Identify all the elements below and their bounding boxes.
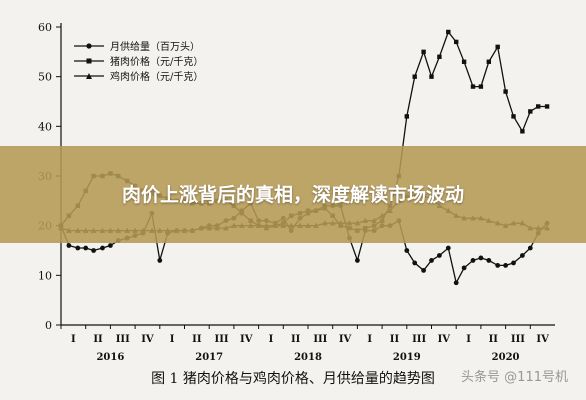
data-point-square	[520, 129, 525, 134]
data-point-circle	[453, 280, 459, 286]
title-banner: 肉价上涨背后的真相，深度解读市场波动	[0, 146, 586, 243]
legend-label-pork: 猪肉价格（元/千克）	[110, 57, 204, 68]
year-label: 2017	[195, 352, 223, 363]
x-tick-label: II	[390, 334, 400, 345]
legend-item-chicken: 鸡肉价格（元/千克）	[74, 68, 203, 83]
y-tick-label: 50	[38, 71, 52, 84]
legend-item-supply: 月供给量（百万头）	[74, 38, 203, 53]
data-point-circle	[511, 260, 516, 266]
x-tick-label: I	[466, 334, 471, 345]
data-point-circle	[429, 258, 434, 263]
legend-circle-marker-icon	[74, 42, 104, 49]
x-tick-label: II	[93, 334, 103, 345]
data-point-square	[470, 84, 476, 89]
data-point-square	[454, 39, 459, 45]
data-point-circle	[108, 243, 113, 248]
y-tick-label: 10	[38, 269, 52, 282]
y-tick-label: 60	[38, 21, 52, 34]
data-point-circle	[404, 248, 410, 253]
data-point-circle	[527, 245, 533, 251]
x-tick-label: IV	[438, 334, 451, 345]
data-point-square	[429, 74, 434, 79]
data-point-circle	[83, 245, 89, 251]
data-point-square	[437, 54, 442, 59]
data-point-square	[511, 114, 516, 119]
x-tick-label: II	[489, 334, 499, 345]
data-point-circle	[355, 258, 360, 263]
x-tick-label: I	[170, 334, 175, 345]
x-tick-label: III	[313, 334, 327, 345]
x-tick-label: III	[412, 334, 426, 345]
data-point-circle	[486, 258, 492, 263]
legend-label-chicken: 鸡肉价格（元/千克）	[110, 72, 204, 83]
data-point-square	[478, 84, 484, 89]
data-point-square	[503, 89, 508, 94]
data-point-circle	[75, 245, 81, 251]
legend: 月供给量（百万头） 猪肉价格（元/千克） 鸡肉价格（元/千克）	[74, 38, 203, 83]
x-tick-label: III	[116, 334, 130, 345]
data-point-square	[412, 74, 417, 79]
data-point-square	[486, 59, 492, 64]
data-point-square	[446, 29, 451, 35]
legend-label-supply: 月供给量（百万头）	[110, 42, 200, 53]
data-point-circle	[461, 265, 467, 271]
data-point-circle	[495, 263, 501, 268]
data-point-circle	[503, 263, 508, 268]
year-label: 2016	[96, 352, 124, 363]
data-point-square	[495, 44, 500, 50]
legend-item-pork: 猪肉价格（元/千克）	[74, 53, 203, 68]
data-point-circle	[470, 258, 476, 263]
legend-triangle-marker-icon	[74, 72, 104, 79]
x-tick-label: IV	[536, 334, 549, 345]
article-title: 肉价上涨背后的真相，深度解读市场波动	[121, 183, 464, 206]
x-tick-label: IV	[339, 334, 352, 345]
data-point-circle	[100, 245, 105, 251]
data-point-circle	[519, 253, 525, 258]
data-point-circle	[66, 243, 72, 248]
year-label: 2019	[393, 352, 421, 363]
y-tick-label: 0	[45, 319, 52, 332]
data-point-circle	[478, 255, 484, 261]
data-point-circle	[412, 260, 418, 266]
x-tick-label: III	[215, 334, 229, 345]
data-point-circle	[437, 253, 442, 258]
data-point-square	[544, 104, 550, 109]
data-point-circle	[157, 258, 163, 263]
x-tick-label: II	[291, 334, 301, 345]
data-point-circle	[91, 248, 97, 253]
x-tick-label: IV	[240, 334, 253, 345]
data-point-circle	[445, 245, 451, 251]
data-point-square	[528, 109, 533, 114]
data-point-square	[404, 114, 409, 119]
x-tick-label: III	[511, 334, 525, 345]
year-label: 2020	[492, 352, 520, 363]
figure-caption: 图 1 猪肉价格与鸡肉价格、月供给量的趋势图	[151, 371, 435, 387]
data-point-circle	[421, 267, 426, 273]
data-point-square	[461, 59, 467, 64]
data-point-square	[421, 49, 426, 55]
x-tick-label: I	[367, 334, 372, 345]
x-tick-label: IV	[141, 334, 154, 345]
x-tick-label: II	[192, 334, 202, 345]
watermark: 头条号 @111号机	[461, 370, 568, 385]
y-tick-label: 40	[38, 120, 52, 133]
x-tick-label: I	[71, 334, 76, 345]
data-point-square	[536, 104, 541, 109]
x-tick-label: I	[269, 334, 274, 345]
year-label: 2018	[294, 352, 322, 363]
legend-square-marker-icon	[74, 58, 104, 63]
